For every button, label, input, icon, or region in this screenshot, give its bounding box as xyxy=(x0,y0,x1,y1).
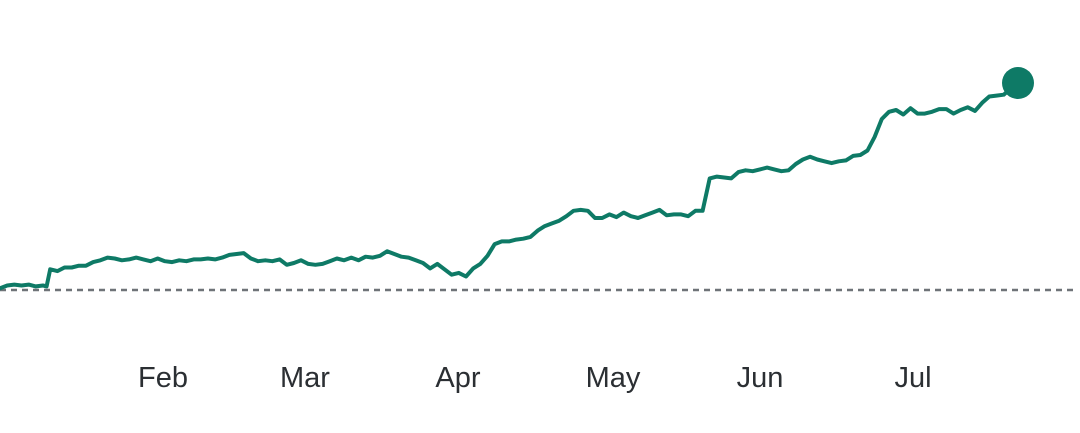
x-tick-label: May xyxy=(586,362,641,394)
x-tick-label: Jul xyxy=(894,362,931,394)
x-tick-label: Jun xyxy=(737,362,784,394)
x-tick-label: Apr xyxy=(435,362,480,394)
series-line xyxy=(0,81,1020,291)
series-end-marker xyxy=(1002,67,1034,99)
x-tick-label: Feb xyxy=(138,362,188,394)
x-tick-label: Mar xyxy=(280,362,330,394)
